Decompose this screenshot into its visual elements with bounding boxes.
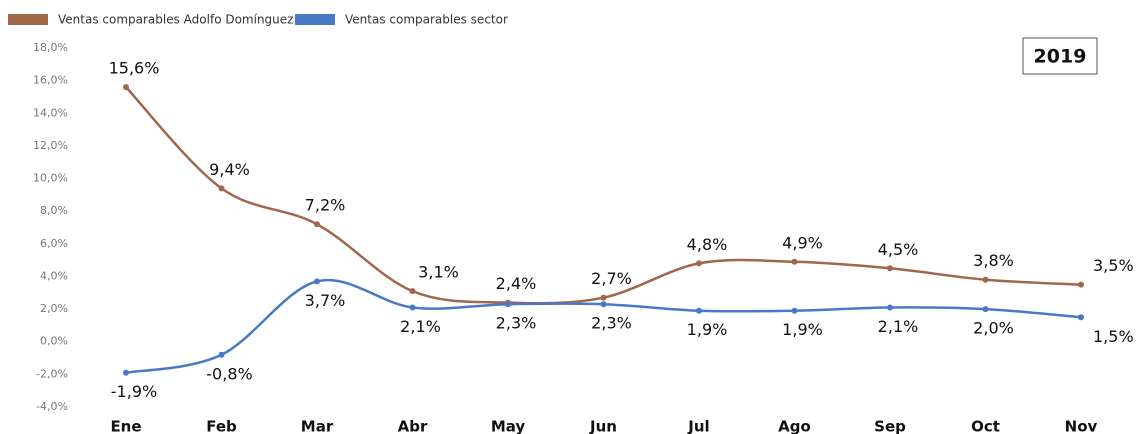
x-tick-label: Nov [1065, 418, 1098, 434]
y-tick-label: 4,0% [40, 269, 68, 282]
y-tick-label: 0,0% [40, 335, 68, 348]
data-point [887, 304, 893, 311]
x-tick-label: Mar [301, 418, 334, 434]
data-point [887, 265, 893, 272]
data-label: 3,5% [1093, 256, 1134, 275]
data-point [696, 260, 702, 267]
data-label: 1,9% [782, 320, 823, 339]
data-label: 2,1% [878, 317, 919, 336]
data-point [791, 307, 798, 314]
x-tick-label: Sep [874, 418, 906, 434]
data-point [218, 351, 225, 358]
data-label: 2,3% [591, 314, 632, 333]
data-label: 4,5% [878, 240, 919, 259]
data-label: 15,6% [109, 59, 160, 78]
x-tick-label: Oct [971, 418, 1000, 434]
data-label: 2,0% [973, 319, 1014, 338]
data-point [123, 84, 129, 91]
data-point [982, 276, 989, 283]
data-point [314, 221, 320, 228]
data-label: 2,3% [496, 314, 537, 333]
x-tick-label: Feb [206, 418, 237, 434]
annotation-box [1022, 37, 1098, 75]
data-label: 2,4% [496, 274, 537, 293]
data-label: 1,9% [687, 320, 728, 339]
data-label: 1,5% [1093, 327, 1134, 346]
data-point [314, 278, 320, 285]
data-label: 4,9% [782, 233, 823, 252]
y-tick-label: -2,0% [36, 367, 68, 380]
data-point [696, 307, 702, 314]
data-label: 7,2% [305, 196, 346, 215]
data-label: 2,1% [400, 317, 441, 336]
data-point [1078, 314, 1084, 321]
y-tick-label: 12,0% [33, 139, 68, 152]
data-label: -1,9% [111, 382, 157, 401]
y-tick-label: 18,0% [33, 41, 68, 54]
x-tick-label: Abr [398, 418, 428, 434]
data-point [505, 301, 511, 308]
data-label: -0,8% [206, 364, 252, 383]
y-tick-label: 6,0% [40, 237, 68, 250]
data-label: 9,4% [209, 160, 250, 179]
x-tick-label: Jul [687, 418, 709, 434]
series-line [125, 86, 1082, 305]
y-tick-label: 2,0% [40, 302, 68, 315]
data-label: 3,7% [305, 291, 346, 310]
x-tick-label: Ene [110, 418, 141, 434]
y-tick-label: 14,0% [33, 106, 68, 119]
series-line [125, 278, 1082, 374]
x-tick-label: Ago [778, 418, 811, 434]
legend-swatch [8, 14, 48, 25]
data-point [600, 301, 607, 308]
data-point [123, 369, 129, 376]
y-tick-label: 8,0% [40, 204, 68, 217]
data-label: 3,8% [973, 251, 1014, 270]
y-tick-label: 16,0% [33, 74, 68, 87]
x-tick-label: Jun [589, 418, 617, 434]
annotation: 2019 [1034, 46, 1087, 68]
y-tick-label: -4,0% [36, 400, 68, 413]
data-label: 4,8% [687, 235, 728, 254]
data-label: 3,1% [418, 263, 459, 282]
data-point [409, 288, 416, 295]
data-point [409, 304, 416, 311]
data-point [791, 258, 798, 265]
legend-swatch [295, 14, 335, 25]
data-point [218, 185, 225, 192]
data-point [1078, 281, 1084, 288]
data-point [600, 294, 607, 301]
data-point [982, 306, 989, 313]
x-tick-label: May [491, 418, 526, 434]
legend-label: Ventas comparables Adolfo Domínguez [58, 13, 293, 27]
y-tick-label: 10,0% [33, 172, 68, 185]
legend-label: Ventas comparables sector [345, 13, 508, 27]
data-label: 2,7% [591, 269, 632, 288]
